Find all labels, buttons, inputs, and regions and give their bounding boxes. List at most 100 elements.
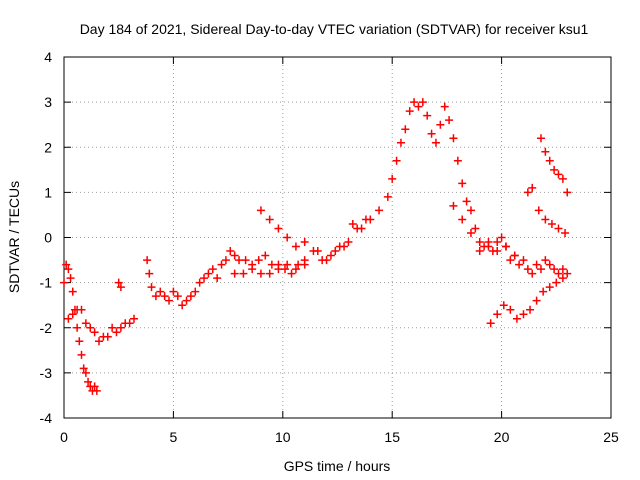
axis-ticks: 0 5 10 15 20 25 -4 -3 -2 -1 0 1 2 3 4 bbox=[40, 49, 619, 445]
data-point bbox=[230, 251, 239, 260]
data-point bbox=[552, 278, 561, 287]
data-point bbox=[62, 260, 71, 269]
data-point bbox=[143, 256, 152, 265]
data-point bbox=[547, 219, 556, 228]
data-point bbox=[116, 283, 125, 292]
data-point bbox=[523, 265, 532, 274]
data-point bbox=[66, 274, 75, 283]
data-point bbox=[261, 251, 270, 260]
x-tick-label: 25 bbox=[603, 429, 619, 445]
data-point bbox=[528, 183, 537, 192]
y-tick-label: -1 bbox=[40, 275, 53, 291]
data-point bbox=[75, 337, 84, 346]
data-point bbox=[499, 301, 508, 310]
data-point bbox=[554, 170, 563, 179]
data-point bbox=[256, 269, 265, 278]
y-tick-label: 0 bbox=[44, 230, 52, 246]
data-point bbox=[493, 310, 502, 319]
data-point bbox=[90, 382, 99, 391]
data-point bbox=[84, 377, 93, 386]
data-point bbox=[427, 129, 436, 138]
data-point bbox=[501, 242, 510, 251]
data-point bbox=[383, 192, 392, 201]
x-tick-label: 0 bbox=[60, 429, 68, 445]
data-point bbox=[287, 269, 296, 278]
data-point bbox=[414, 102, 423, 111]
data-point bbox=[145, 269, 154, 278]
data-point bbox=[436, 120, 445, 129]
data-point bbox=[554, 269, 563, 278]
y-axis-label: SDTVAR / TECUs bbox=[6, 181, 22, 293]
data-point bbox=[300, 260, 309, 269]
data-point bbox=[230, 269, 239, 278]
y-tick-label: 1 bbox=[44, 184, 52, 200]
data-point bbox=[526, 305, 535, 314]
y-tick-label: 2 bbox=[44, 139, 52, 155]
data-point bbox=[108, 323, 117, 332]
data-point bbox=[462, 197, 471, 206]
data-point bbox=[401, 125, 410, 134]
data-point bbox=[466, 206, 475, 215]
data-point bbox=[449, 201, 458, 210]
data-point bbox=[313, 247, 322, 256]
data-point bbox=[112, 328, 121, 337]
data-point bbox=[147, 283, 156, 292]
data-point bbox=[561, 228, 570, 237]
data-point bbox=[519, 256, 528, 265]
data-point bbox=[340, 242, 349, 251]
data-point bbox=[458, 179, 467, 188]
x-tick-label: 5 bbox=[170, 429, 178, 445]
data-point bbox=[283, 233, 292, 242]
data-point bbox=[195, 278, 204, 287]
data-point bbox=[545, 156, 554, 165]
data-point bbox=[493, 247, 502, 256]
data-point bbox=[265, 215, 274, 224]
data-point bbox=[191, 287, 200, 296]
data-point bbox=[114, 278, 123, 287]
data-point bbox=[248, 265, 257, 274]
data-point bbox=[182, 296, 191, 305]
data-point bbox=[510, 251, 519, 260]
data-point bbox=[241, 256, 250, 265]
data-point bbox=[322, 256, 331, 265]
data-point bbox=[357, 224, 366, 233]
x-axis-label: GPS time / hours bbox=[284, 458, 391, 474]
data-point bbox=[283, 260, 292, 269]
data-point bbox=[471, 224, 480, 233]
data-point bbox=[73, 323, 82, 332]
data-point bbox=[173, 292, 182, 301]
data-point bbox=[254, 256, 263, 265]
data-point bbox=[423, 111, 432, 120]
data-point bbox=[475, 238, 484, 247]
data-point bbox=[344, 238, 353, 247]
data-point bbox=[563, 269, 572, 278]
data-point bbox=[81, 319, 90, 328]
data-point bbox=[550, 165, 559, 174]
x-tick-label: 15 bbox=[384, 429, 400, 445]
data-point bbox=[291, 242, 300, 251]
data-point bbox=[506, 305, 515, 314]
y-tick-label: 3 bbox=[44, 94, 52, 110]
data-point bbox=[64, 265, 73, 274]
data-point bbox=[449, 134, 458, 143]
data-point bbox=[90, 328, 99, 337]
data-point bbox=[563, 188, 572, 197]
data-point bbox=[536, 265, 545, 274]
grid bbox=[64, 57, 611, 418]
data-point bbox=[81, 368, 90, 377]
data-point bbox=[445, 116, 454, 125]
data-point bbox=[92, 386, 101, 395]
data-point bbox=[506, 256, 515, 265]
data-point bbox=[558, 265, 567, 274]
y-tick-label: -3 bbox=[40, 365, 53, 381]
data-point bbox=[484, 242, 493, 251]
data-point bbox=[431, 138, 440, 147]
data-point bbox=[532, 296, 541, 305]
data-point bbox=[515, 260, 524, 269]
data-point bbox=[453, 156, 462, 165]
data-point bbox=[274, 224, 283, 233]
data-point bbox=[392, 156, 401, 165]
data-point bbox=[539, 287, 548, 296]
data-point bbox=[558, 174, 567, 183]
